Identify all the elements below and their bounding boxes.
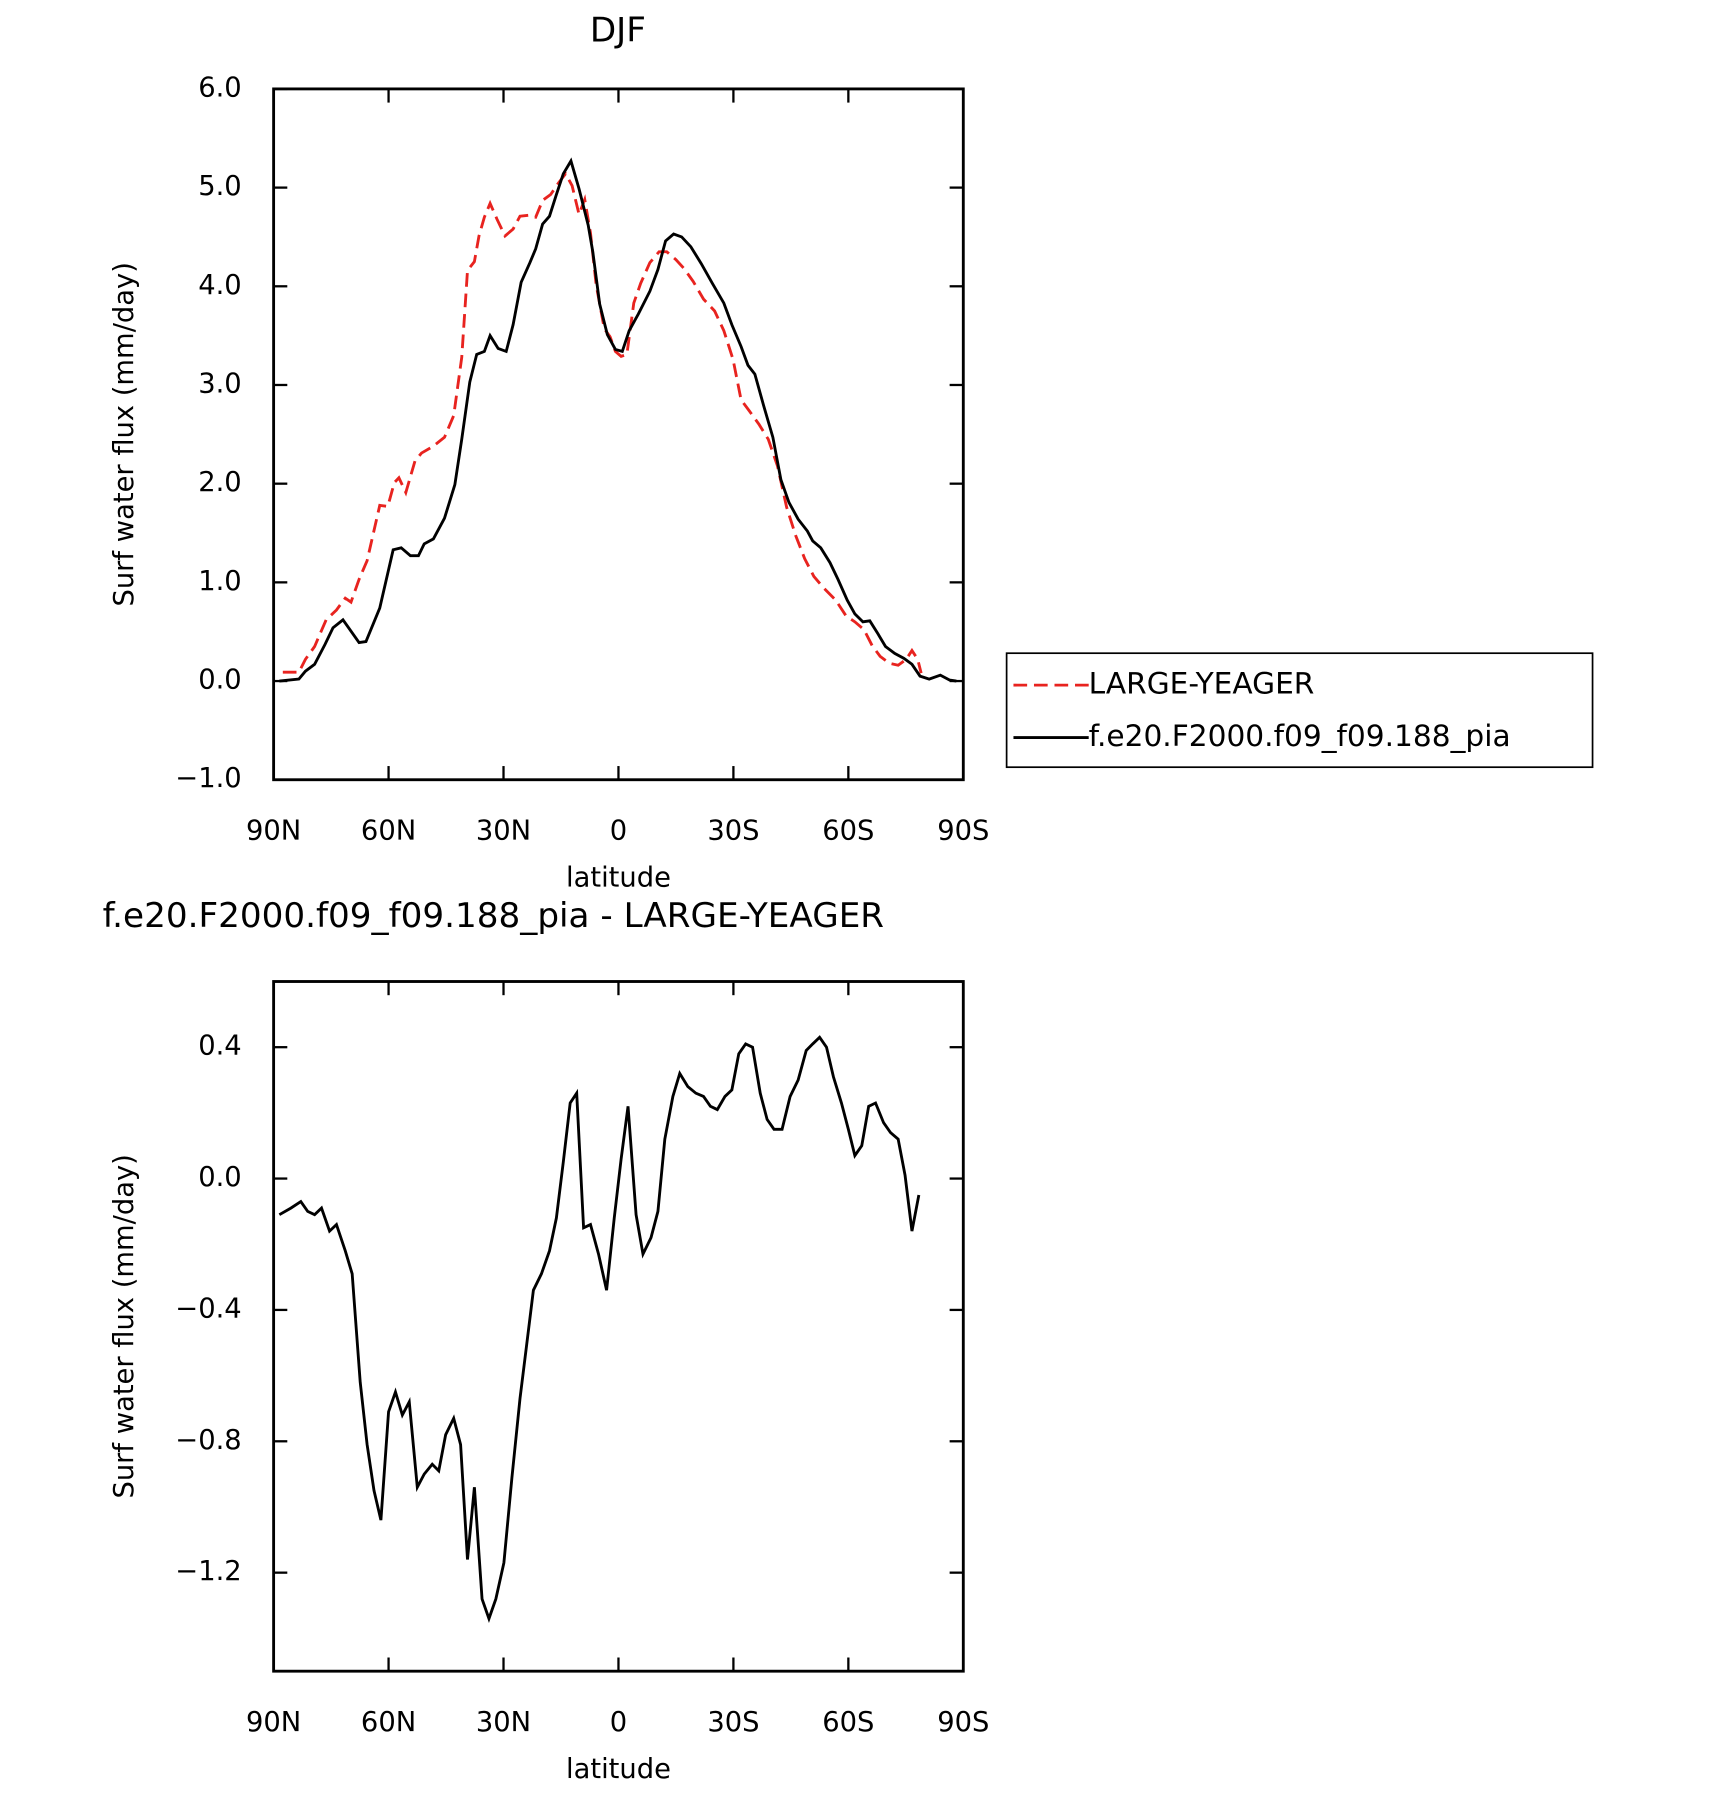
x-tick-label: 90N (246, 1707, 301, 1738)
data-line (279, 157, 957, 683)
x-tick-label: 90N (246, 816, 301, 847)
x-tick-label: 0 (610, 816, 627, 847)
data-line (282, 171, 923, 674)
y-tick-label: 2.0 (198, 467, 242, 498)
y-tick-label: 5.0 (198, 171, 242, 202)
y-tick-label: 1.0 (198, 566, 242, 597)
legend-label: LARGE-YEAGER (1089, 666, 1315, 701)
x-axis-label: latitude (566, 1754, 671, 1785)
legend-label: f.e20.F2000.f09_f09.188_pia (1089, 718, 1511, 753)
y-axis-label: Surf water flux (mm/day) (109, 262, 140, 606)
y-tick-label: −0.4 (175, 1293, 241, 1324)
x-tick-label: 90S (937, 1707, 989, 1738)
x-tick-label: 30N (476, 816, 531, 847)
x-tick-label: 60S (822, 816, 874, 847)
x-tick-label: 60N (361, 816, 416, 847)
chart-title: DJF (590, 10, 646, 50)
legend: LARGE-YEAGER f.e20.F2000.f09_f09.188_pia (1005, 652, 1594, 769)
x-tick-label: 90S (937, 816, 989, 847)
y-tick-label: −1.0 (175, 763, 241, 794)
y-tick-label: 0.0 (198, 1162, 242, 1193)
x-axis-label: latitude (566, 862, 671, 893)
y-tick-label: 0.0 (198, 665, 242, 696)
y-tick-label: 6.0 (198, 72, 242, 103)
data-line (278, 1035, 921, 1623)
y-axis-label: Surf water flux (mm/day) (109, 1154, 140, 1498)
plot-frame (272, 980, 965, 1673)
x-tick-label: 30S (707, 816, 759, 847)
chart-title: f.e20.F2000.f09_f09.188_pia - LARGE-YEAG… (103, 896, 884, 936)
plot-frame (272, 87, 965, 782)
y-tick-label: −0.8 (175, 1425, 241, 1456)
y-tick-label: 0.4 (198, 1031, 242, 1062)
y-tick-label: 3.0 (198, 368, 242, 399)
x-tick-label: 0 (610, 1707, 627, 1738)
y-tick-label: −1.2 (175, 1556, 241, 1587)
x-tick-label: 30N (476, 1707, 531, 1738)
x-tick-label: 60N (361, 1707, 416, 1738)
x-tick-label: 30S (707, 1707, 759, 1738)
x-tick-label: 60S (822, 1707, 874, 1738)
legend-box (1005, 652, 1594, 769)
y-tick-label: 4.0 (198, 270, 242, 301)
